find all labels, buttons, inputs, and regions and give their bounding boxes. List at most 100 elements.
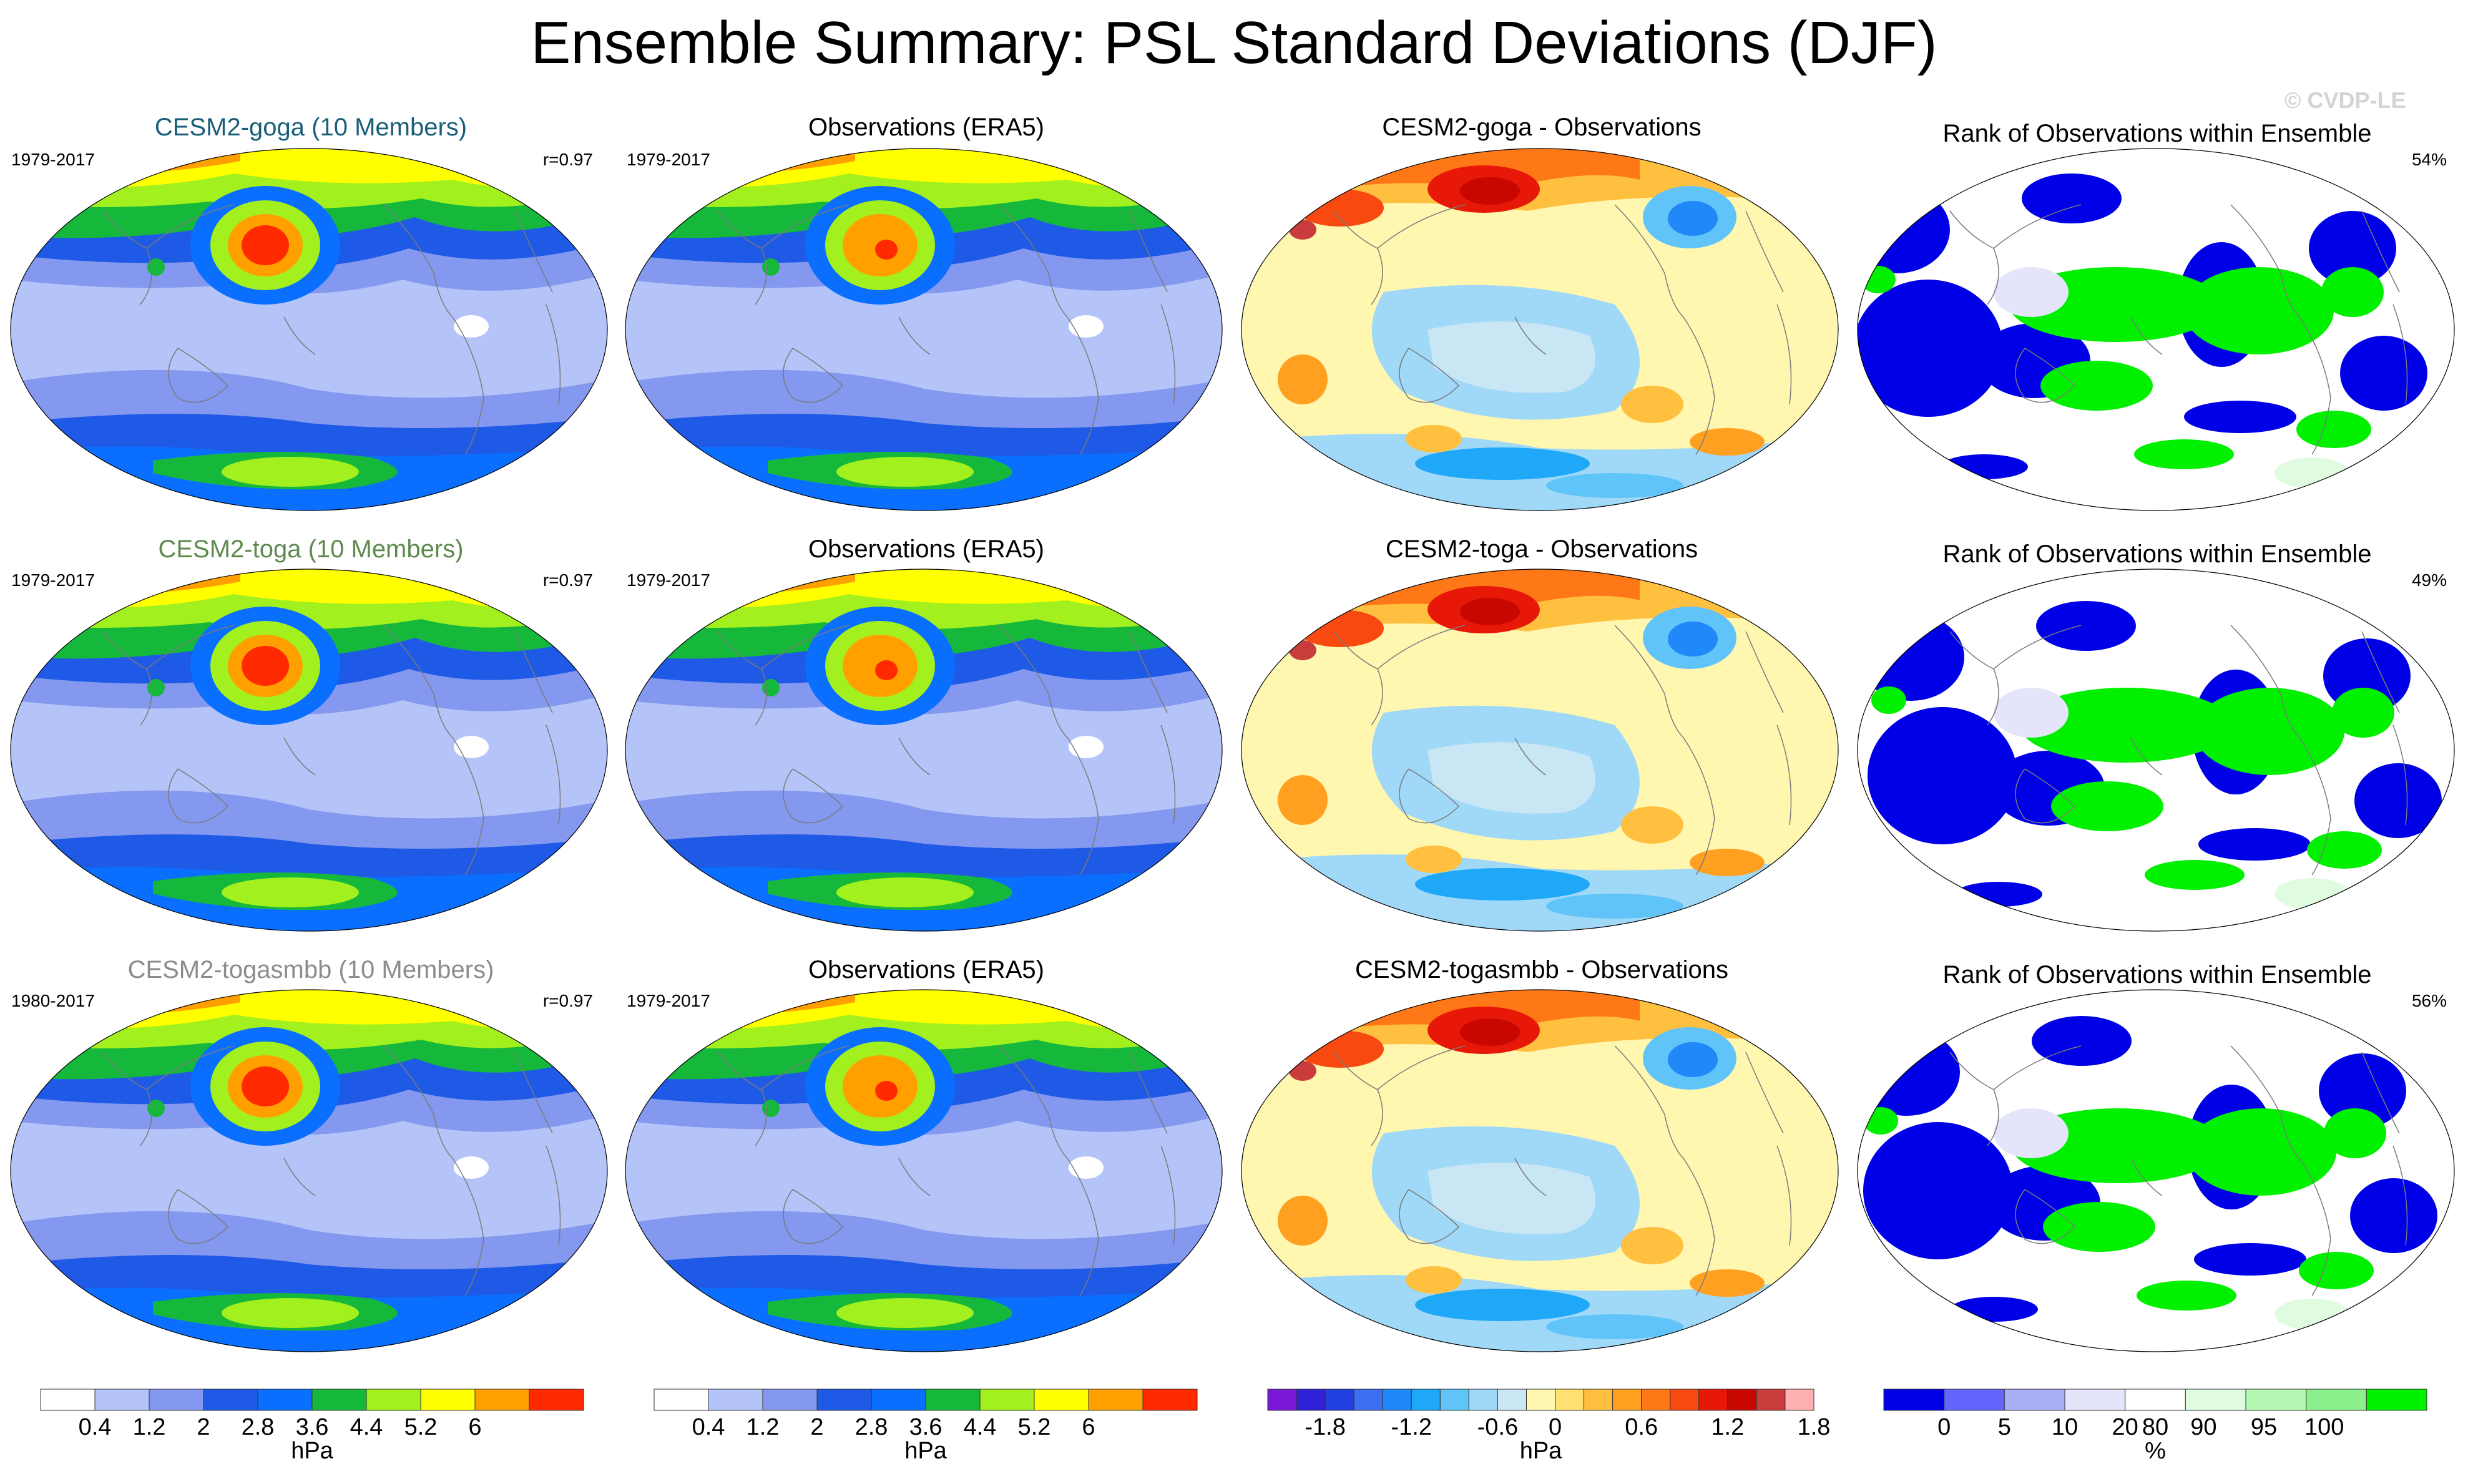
colorbar-tick-label: 90	[2190, 1414, 2217, 1440]
colorbar-swatch	[1382, 1389, 1412, 1411]
colorbar-swatch	[40, 1389, 95, 1411]
globe-outline	[1241, 569, 1839, 932]
std-field-cell	[875, 1081, 898, 1101]
rank-field-mid	[1994, 1108, 2069, 1158]
map-panel-r2-c1	[10, 569, 608, 932]
colorbar-unit-label: hPa	[1519, 1438, 1562, 1464]
rank-field-low	[2184, 401, 2296, 433]
diff-field-positive	[1621, 806, 1683, 844]
diff-field-positive	[1289, 640, 1316, 660]
rank-field-mid	[1994, 267, 2069, 317]
map-panel-r3-c4	[1857, 989, 2455, 1352]
diff-field-negative	[1546, 1314, 1683, 1339]
globe-outline	[625, 148, 1223, 511]
colorbar-std-obs	[654, 1389, 1198, 1411]
diff-field-positive	[1690, 849, 1765, 876]
colorbar-swatch	[871, 1389, 926, 1411]
std-field-cell	[875, 240, 898, 260]
colorbar-swatch	[762, 1389, 818, 1411]
diff-field-negative	[1427, 1163, 1595, 1234]
std-field-blob	[1099, 990, 1222, 1023]
colorbar-tick-label: 0	[1937, 1414, 1951, 1440]
colorbar-unit-label: hPa	[904, 1438, 947, 1464]
colorbar-tick-label: 2.8	[241, 1414, 275, 1440]
coastline	[102, 1045, 561, 1296]
diff-field-positive	[1690, 428, 1765, 456]
globe-outline	[1241, 989, 1839, 1352]
diff-field-negative	[1427, 321, 1595, 393]
std-field-blob	[836, 457, 974, 487]
colorbar-tick-label: 5.2	[1017, 1414, 1051, 1440]
colorbar-swatch	[1353, 1389, 1383, 1411]
rank-field-low	[1858, 1028, 1960, 1116]
ensemble-title-row3: CESM2-togasmbb (10 Members)	[127, 956, 494, 984]
std-field-blob	[222, 877, 359, 907]
diff-field-positive	[1278, 1196, 1328, 1246]
std-field-blob	[836, 877, 974, 907]
colorbar-swatch	[366, 1389, 421, 1411]
rank-field-low	[1863, 1122, 2013, 1259]
map-panel-r3-c3	[1241, 989, 1839, 1352]
period-label-row1-obs: 1979-2017	[627, 150, 710, 169]
colorbar-swatch	[1785, 1389, 1814, 1411]
map-panel-r3-c1	[10, 989, 608, 1352]
std-field-cell	[242, 646, 289, 686]
rank-pct-row2: 49%	[2411, 570, 2447, 590]
colorbar-swatch	[1525, 1389, 1556, 1411]
colorbar-swatch	[1555, 1389, 1585, 1411]
colorbar-tick-label: 6	[468, 1414, 482, 1440]
std-field-blob	[1099, 569, 1222, 602]
colorbar-tick-label: 0.4	[78, 1414, 112, 1440]
diff-field-positive	[1621, 386, 1683, 423]
globe-outline	[10, 989, 608, 1352]
std-field-blob	[222, 1298, 359, 1328]
colorbar-tick-label: 4.4	[963, 1414, 997, 1440]
rank-title-row1: Rank of Observations within Ensemble	[1942, 120, 2372, 147]
diff-title-row3: CESM2-togasmbb - Observations	[1354, 956, 1728, 984]
globe-outline	[10, 148, 608, 511]
globe-outline	[1857, 989, 2455, 1352]
diff-field-positive	[1289, 1061, 1316, 1081]
rank-field-high	[2296, 411, 2371, 448]
colorbar-tick-label: 2.8	[854, 1414, 888, 1440]
rank-field-high	[2186, 1108, 2336, 1196]
colorbar-tick-label: 20	[2112, 1414, 2138, 1440]
colorbar-swatch	[94, 1389, 150, 1411]
rank-pct-row3: 56%	[2411, 991, 2447, 1010]
colorbar-tick-label: 2	[810, 1414, 824, 1440]
rank-field-low	[1955, 882, 2042, 907]
colorbar-tick-label: 10	[2051, 1414, 2079, 1440]
colorbar-tick-label: 1.2	[746, 1414, 780, 1440]
colorbar-swatch	[149, 1389, 204, 1411]
std-field-blob	[762, 679, 780, 696]
colorbar-tick-label: 3.6	[909, 1414, 943, 1440]
colorbar-rank	[1883, 1389, 2427, 1411]
coastline	[717, 625, 1176, 876]
rank-field-low	[2194, 1243, 2306, 1276]
rank-field-low	[2036, 601, 2136, 651]
rank-field-low	[1858, 613, 1964, 701]
colorbar-swatch	[1267, 1389, 1297, 1411]
coastline	[1333, 625, 1792, 876]
colorbar-swatch	[1142, 1389, 1198, 1411]
rank-pct-row1: 54%	[2411, 150, 2447, 169]
rank-field-low	[2022, 173, 2122, 223]
globe-outline	[625, 989, 1223, 1352]
colorbar-tick-label: 3.6	[295, 1414, 329, 1440]
std-field-blob	[1099, 149, 1222, 182]
colorbar-swatch	[1325, 1389, 1354, 1411]
diff-field-positive	[1289, 220, 1316, 240]
obs-title-row2: Observations (ERA5)	[808, 535, 1044, 563]
std-field-blob	[147, 258, 165, 276]
colorbar-swatch	[1584, 1389, 1614, 1411]
rank-title-row2: Rank of Observations within Ensemble	[1942, 540, 2372, 568]
colorbar-swatch	[311, 1389, 367, 1411]
colorbar-swatch	[2245, 1389, 2307, 1411]
colorbar-swatch	[2306, 1389, 2367, 1411]
colorbar-tick-label: 5.2	[404, 1414, 438, 1440]
diff-field-positive	[1278, 354, 1328, 404]
corr-label-row1: r=0.97	[542, 150, 593, 169]
std-field-low	[1069, 315, 1104, 338]
coastline	[1333, 204, 1792, 455]
colorbar-tick-label: 4.4	[350, 1414, 383, 1440]
